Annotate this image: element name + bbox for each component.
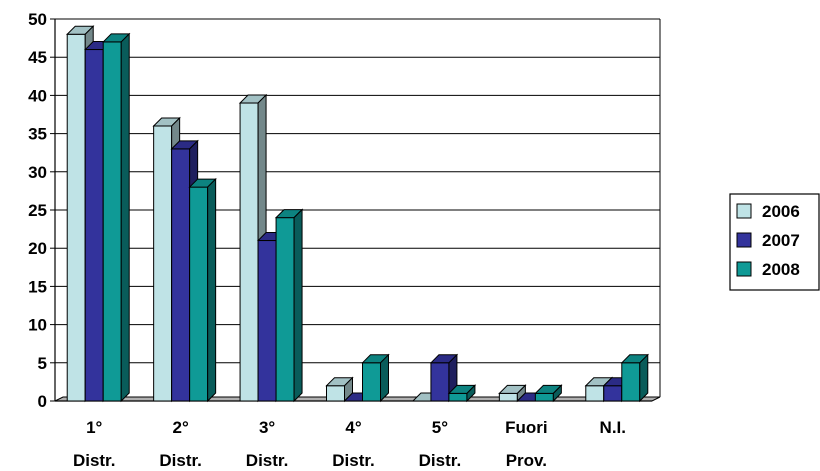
y-axis-ticks: 0 5 10 15 20 25 30 35 40 45 50 bbox=[28, 10, 55, 411]
legend: 2006 2007 2008 bbox=[729, 193, 820, 291]
bar-side bbox=[380, 353, 389, 403]
y-tick-label: 25 bbox=[28, 201, 47, 220]
x-tick-label: N.I. bbox=[600, 418, 626, 437]
x-tick-label: 3° bbox=[259, 418, 275, 437]
x-tick-label-line2: Distr. bbox=[332, 451, 375, 470]
bar-front bbox=[498, 392, 518, 402]
bar bbox=[102, 32, 131, 403]
x-tick-label: 5° bbox=[432, 418, 448, 437]
bar-side bbox=[120, 32, 130, 403]
x-tick-label: Fuori bbox=[505, 418, 548, 437]
legend-label: 2007 bbox=[762, 231, 800, 250]
bar-front bbox=[585, 385, 605, 402]
y-tick-label: 30 bbox=[28, 163, 47, 182]
bar-front bbox=[326, 385, 345, 402]
x-tick-label-line2: Prov. bbox=[506, 451, 547, 470]
bars bbox=[66, 25, 649, 403]
bar-front bbox=[275, 217, 295, 402]
bar-front bbox=[603, 385, 623, 402]
legend-swatch bbox=[736, 261, 752, 277]
bar bbox=[534, 384, 563, 403]
bar-side bbox=[639, 353, 649, 403]
grid bbox=[55, 18, 660, 364]
legend-label: 2006 bbox=[762, 202, 800, 221]
y-tick-label: 45 bbox=[28, 48, 47, 67]
bar bbox=[447, 384, 477, 403]
legend-swatch bbox=[736, 203, 752, 219]
legend-label: 2008 bbox=[762, 260, 800, 279]
bar-side bbox=[293, 208, 303, 403]
x-axis-labels: 1° Distr. 2° Distr. 3° Distr. 4° Distr. 5° Distr.… bbox=[73, 418, 626, 470]
bar-front bbox=[621, 362, 641, 402]
bar-front bbox=[66, 33, 86, 402]
y-tick-label: 35 bbox=[28, 125, 47, 144]
bar-front bbox=[239, 102, 259, 402]
bar-side bbox=[207, 177, 217, 403]
y-tick-label: 10 bbox=[28, 316, 47, 335]
y-tick-label: 0 bbox=[38, 392, 47, 411]
bar bbox=[620, 353, 649, 403]
bar bbox=[274, 208, 304, 403]
x-tick-label: 4° bbox=[345, 418, 361, 437]
x-tick-label-line2: Distr. bbox=[159, 451, 202, 470]
bar-front bbox=[84, 49, 104, 402]
y-tick-label: 50 bbox=[28, 10, 47, 29]
y-tick-label: 20 bbox=[28, 239, 47, 258]
bar-front bbox=[153, 125, 173, 402]
bar bbox=[361, 353, 390, 403]
y-tick-label: 40 bbox=[28, 86, 47, 105]
bar-front bbox=[534, 392, 554, 402]
bar-front bbox=[362, 362, 381, 402]
bar-front bbox=[189, 186, 209, 402]
bar-front bbox=[171, 148, 191, 402]
bar-front bbox=[430, 362, 450, 402]
x-tick-label: 1° bbox=[86, 418, 102, 437]
bar-side bbox=[466, 384, 476, 403]
x-tick-label-line2: Distr. bbox=[246, 451, 289, 470]
bar-front bbox=[257, 240, 277, 402]
bar-side bbox=[552, 384, 562, 403]
x-tick-label: 2° bbox=[173, 418, 189, 437]
legend-swatch bbox=[736, 232, 752, 248]
x-tick-label-line2: Distr. bbox=[419, 451, 462, 470]
bar bbox=[429, 353, 459, 403]
bar bbox=[498, 384, 527, 403]
bar-front bbox=[102, 41, 122, 402]
y-tick-label: 15 bbox=[28, 277, 47, 296]
bar-front bbox=[448, 392, 468, 402]
x-tick-label-line2: Distr. bbox=[73, 451, 116, 470]
y-tick-label: 5 bbox=[38, 354, 47, 373]
bar bbox=[188, 177, 217, 403]
